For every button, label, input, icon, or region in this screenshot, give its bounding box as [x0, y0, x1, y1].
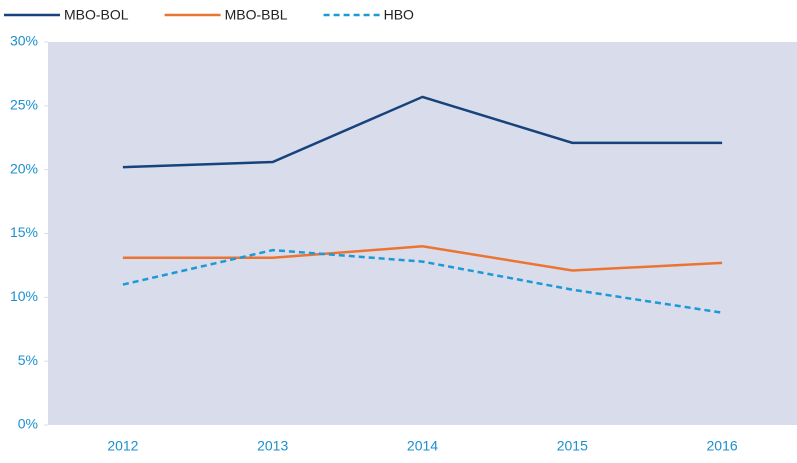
y-tick-label: 0% — [18, 416, 38, 432]
y-tick-label: 20% — [10, 160, 38, 176]
legend-label: MBO-BBL — [225, 7, 288, 23]
y-tick-label: 10% — [10, 288, 38, 304]
series-line — [122, 245, 723, 272]
x-tick-label: 2016 — [707, 438, 738, 454]
series-line — [122, 248, 723, 314]
x-tick-label: 2015 — [557, 438, 588, 454]
y-tick-label: 5% — [18, 352, 38, 368]
y-tick-label: 30% — [10, 33, 38, 49]
x-tick-label: 2012 — [107, 438, 138, 454]
x-tick-label: 2014 — [407, 438, 438, 454]
series-line — [122, 95, 723, 169]
plot-area — [48, 42, 797, 425]
legend-label: HBO — [384, 7, 414, 23]
y-tick-label: 25% — [10, 97, 38, 113]
x-tick-label: 2013 — [257, 438, 288, 454]
y-tick-label: 15% — [10, 224, 38, 240]
legend-label: MBO-BOL — [64, 7, 129, 23]
